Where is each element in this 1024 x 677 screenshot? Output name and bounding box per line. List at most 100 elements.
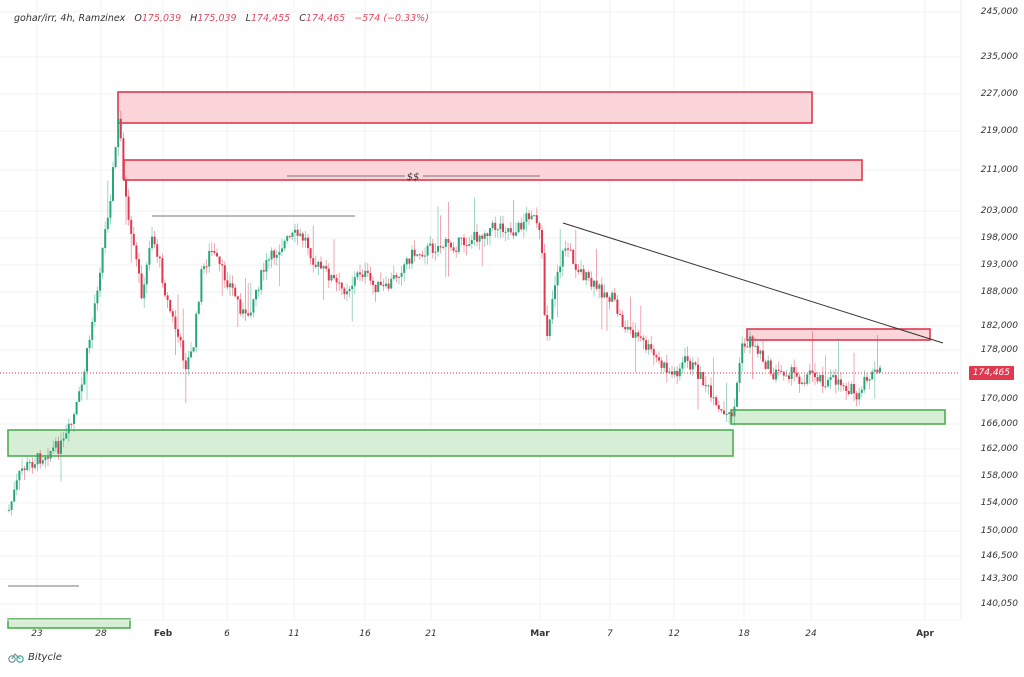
candle [860,386,863,398]
candle [23,465,26,480]
candle [260,268,263,295]
candle [478,234,481,250]
candle [483,230,486,247]
candle [28,458,31,472]
candle [418,253,421,260]
candle [535,207,538,229]
candle [832,370,835,378]
candle [704,375,707,393]
candle [205,259,208,274]
candle [603,284,606,299]
brand-name: Bitycle [28,652,62,663]
candle [582,264,585,281]
candle [291,231,294,241]
candle [507,228,510,241]
candle [590,271,593,291]
candle [187,351,190,376]
candle [788,373,790,384]
candle [639,305,642,342]
candle [608,295,611,310]
candle [195,311,198,353]
symbol-title: gohar/irr, 4h, Ramzinex [14,13,126,24]
candle [242,302,244,318]
candle [377,281,380,293]
candle [855,390,858,407]
candle [509,222,512,236]
time-tick-label: 11 [288,629,300,639]
candle [452,241,455,254]
candle [229,274,231,296]
candle [125,175,127,225]
candle [52,440,55,454]
candle [470,234,473,249]
time-tick-label: 24 [805,629,817,639]
demand-zone[interactable] [7,618,131,629]
candle [834,368,837,394]
candle [751,334,754,380]
trendline[interactable] [562,222,944,344]
demand-zone[interactable] [730,409,946,425]
candle [465,237,468,256]
candle [738,357,741,392]
candle [442,245,445,250]
price-tick-label: 211,000 [980,165,1018,175]
candle [317,260,320,275]
candle [767,355,770,370]
candle [177,294,179,344]
demand-zone[interactable] [7,429,734,457]
time-tick-label: Apr [916,629,934,639]
candle [447,202,450,277]
candle [673,367,676,378]
candle [114,146,117,169]
candle [593,280,595,297]
candle [169,299,172,313]
candle [413,240,416,263]
candle [840,372,842,393]
candle [684,347,686,369]
candle [117,111,120,157]
candle [34,457,36,471]
candle [551,290,554,324]
candle [437,206,439,257]
candle [249,282,252,318]
candle [546,305,549,341]
candle [366,263,369,277]
candle [580,259,582,275]
candle [390,272,393,289]
supply-zone[interactable] [117,91,813,124]
candle [491,220,494,231]
candle [520,217,523,232]
candle [525,206,528,232]
supply-zone[interactable] [123,159,863,181]
candle [346,283,348,302]
supply-zone[interactable] [746,328,931,341]
candle [619,308,621,316]
candle [811,331,814,383]
candle [416,254,419,258]
candle [143,277,146,308]
candle [533,214,536,217]
candle [226,272,229,290]
candle [392,265,395,281]
candle [845,382,848,400]
candle [554,276,556,308]
candle [504,226,507,241]
candle [309,248,312,265]
candle [530,210,533,220]
candle [876,335,879,375]
candle [642,335,645,350]
candle [322,264,325,301]
candle [842,382,845,391]
candle [179,333,182,348]
supply-demand-zones [7,91,946,629]
candle [148,240,151,271]
candle [720,409,723,413]
candle [736,380,738,408]
candle [221,259,224,296]
candle [83,368,86,386]
price-tick-label: 245,000 [980,7,1018,17]
candle [424,247,426,265]
candle [678,363,681,381]
